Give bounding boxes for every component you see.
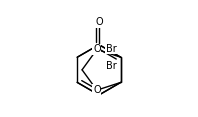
- Text: Br: Br: [106, 61, 117, 71]
- Text: Br: Br: [106, 44, 117, 54]
- Text: O: O: [93, 44, 101, 55]
- Text: O: O: [93, 85, 101, 95]
- Text: O: O: [95, 17, 103, 27]
